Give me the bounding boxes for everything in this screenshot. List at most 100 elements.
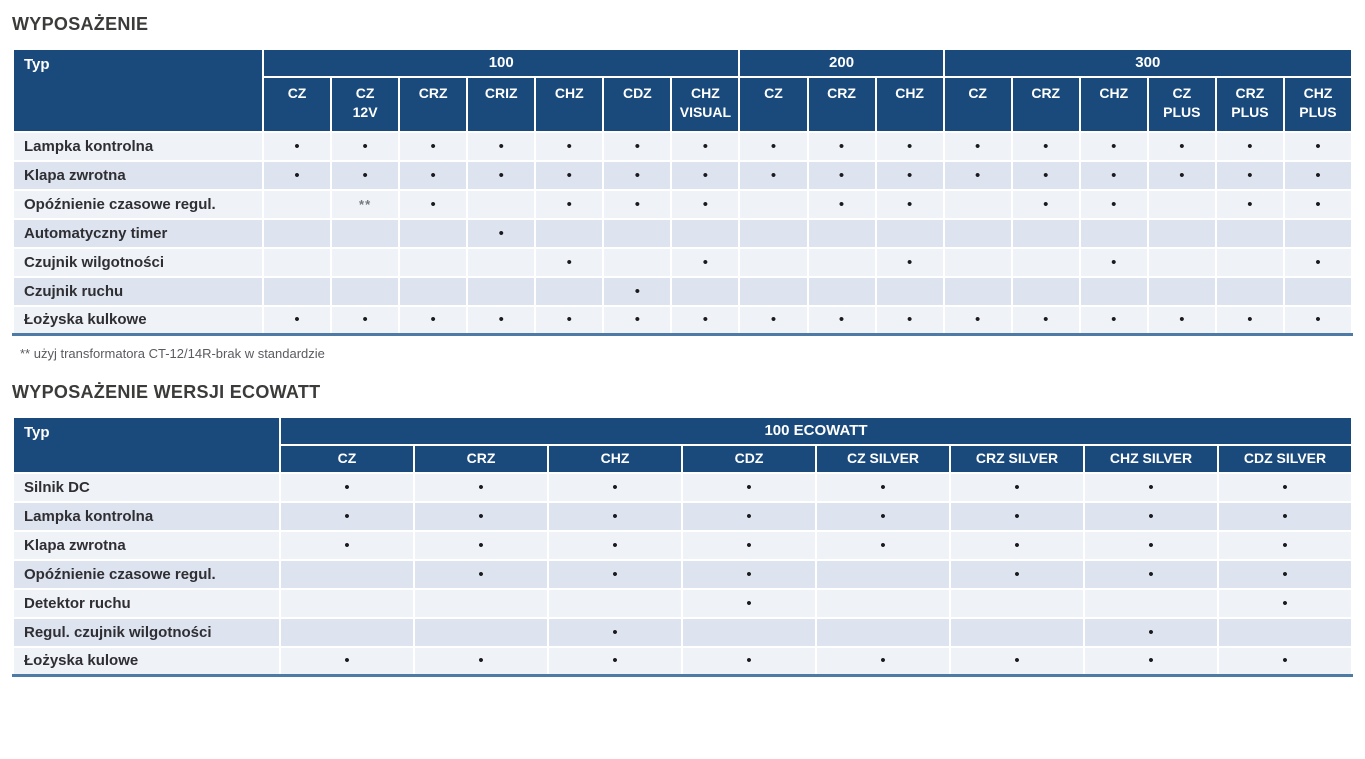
feature-dot: • (1214, 130, 1285, 162)
feature-dot: • (330, 130, 401, 162)
feature-dot: • (681, 529, 817, 561)
feature-empty-cell (738, 217, 809, 249)
feature-empty-cell (670, 275, 741, 307)
feature-dot: • (670, 246, 741, 278)
feature-dot: • (1214, 304, 1285, 337)
feature-empty-cell (1217, 616, 1353, 648)
feature-dot: • (681, 645, 817, 678)
model-series-header: 300 (942, 47, 1354, 78)
feature-dot: • (330, 304, 401, 337)
feature-dot: • (1146, 159, 1217, 191)
feature-dot: • (547, 471, 683, 503)
ecowatt-equipment-table: Typ 100 ECOWATT CZ CRZ CHZ CDZ CZ SILVER CRZ SI… (12, 415, 1353, 678)
feature-dot: • (1078, 159, 1149, 191)
feature-dot: • (1217, 500, 1353, 532)
feature-dot: • (466, 130, 537, 162)
feature-dot: • (279, 529, 415, 561)
feature-dot: • (534, 304, 605, 337)
feature-empty-cell (815, 587, 951, 619)
feature-row: Łożyska kulowe • • • • • • • • (12, 645, 1353, 678)
feature-empty-cell (1146, 188, 1217, 220)
feature-dot: • (949, 500, 1085, 532)
feature-empty-cell (1146, 217, 1217, 249)
feature-empty-cell (279, 558, 415, 590)
feature-empty-cell (398, 246, 469, 278)
feature-dot: • (1083, 616, 1219, 648)
feature-empty-cell (949, 616, 1085, 648)
feature-empty-cell (330, 275, 401, 307)
feature-empty-cell (398, 275, 469, 307)
feature-row: Opóźnienie czasowe regul. ** • • • • • • • • • • (12, 188, 1354, 220)
feature-label: Klapa zwrotna (12, 529, 281, 561)
feature-dot: • (1214, 159, 1285, 191)
feature-dot: • (1217, 645, 1353, 678)
feature-dot: • (1083, 645, 1219, 678)
feature-empty-cell (1078, 275, 1149, 307)
feature-dot: • (806, 304, 877, 337)
feature-dot: • (1146, 130, 1217, 162)
feature-empty-cell (670, 217, 741, 249)
equipment-table-container: Typ 100 200 300 CZ CZ 12V CRZ CRIZ CHZ CDZ CHZ VIS… (12, 47, 1354, 337)
feature-empty-cell (738, 275, 809, 307)
feature-dot: • (602, 188, 673, 220)
feature-dot: • (681, 558, 817, 590)
feature-dot: • (670, 159, 741, 191)
model-column-header: CHZ SILVER (1083, 443, 1219, 474)
model-column-header: CHZ VISUAL (670, 75, 741, 133)
feature-dot: • (806, 130, 877, 162)
feature-empty-cell (806, 217, 877, 249)
feature-empty-cell (261, 217, 333, 249)
feature-dot: • (1282, 246, 1354, 278)
feature-empty-cell (1146, 275, 1217, 307)
feature-dot: • (602, 304, 673, 337)
feature-dot: • (466, 217, 537, 249)
feature-dot: • (534, 159, 605, 191)
feature-dot: • (279, 645, 415, 678)
feature-dot: • (602, 275, 673, 307)
model-column-header: CDZ SILVER (1217, 443, 1353, 474)
feature-dot: • (815, 471, 951, 503)
feature-row: Łożyska kulkowe • • • • • • • • • • • • • • • • (12, 304, 1354, 337)
feature-dot: • (1282, 130, 1354, 162)
feature-empty-cell (261, 246, 333, 278)
feature-label: Łożyska kulowe (12, 645, 281, 678)
feature-dot: • (815, 500, 951, 532)
model-column-header: CHZ (1078, 75, 1149, 133)
feature-dot: • (534, 130, 605, 162)
feature-dot: • (1083, 529, 1219, 561)
feature-row: Czujnik wilgotności • • • • • (12, 246, 1354, 278)
feature-dot: • (1282, 304, 1354, 337)
feature-dot: • (1217, 471, 1353, 503)
type-column-header: Typ (12, 415, 281, 474)
feature-empty-cell (874, 217, 945, 249)
feature-empty-cell (413, 587, 549, 619)
feature-label: Automatyczny timer (12, 217, 264, 249)
model-series-header: 100 ECOWATT (279, 415, 1353, 446)
feature-dot: • (1217, 529, 1353, 561)
feature-row: Lampka kontrolna • • • • • • • • • • • • • • • • (12, 130, 1354, 162)
equipment-section-title: WYPOSAŻENIE (12, 14, 149, 34)
feature-empty-cell (330, 217, 401, 249)
feature-dot: • (261, 130, 333, 162)
feature-empty-cell (1214, 275, 1285, 307)
feature-empty-cell (942, 246, 1013, 278)
feature-dot: • (815, 645, 951, 678)
model-column-header: CZ 12V (330, 75, 401, 133)
feature-dot: • (1214, 188, 1285, 220)
feature-dot: • (1083, 471, 1219, 503)
feature-dot: • (738, 130, 809, 162)
feature-empty-cell (806, 246, 877, 278)
ecowatt-section-title: WYPOSAŻENIE WERSJI ECOWATT (12, 382, 321, 403)
model-column-header: CRZ (1010, 75, 1081, 133)
feature-label: Detektor ruchu (12, 587, 281, 619)
feature-empty-cell (1010, 217, 1081, 249)
feature-row: Klapa zwrotna • • • • • • • • (12, 529, 1353, 561)
feature-dot: • (261, 304, 333, 337)
feature-label: Łożyska kulkowe (12, 304, 264, 337)
feature-dot: • (1083, 500, 1219, 532)
feature-dot: • (942, 130, 1013, 162)
feature-dot: • (681, 500, 817, 532)
feature-dot: • (815, 529, 951, 561)
feature-dot: • (949, 471, 1085, 503)
feature-dot: • (874, 246, 945, 278)
